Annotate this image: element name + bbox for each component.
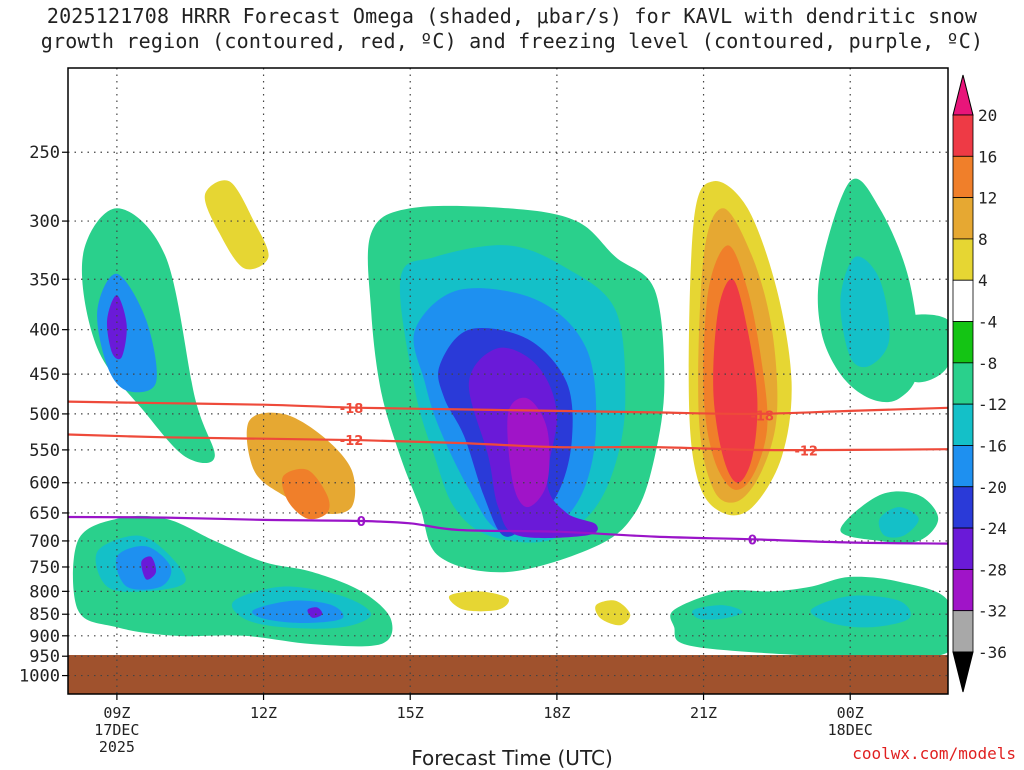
contour-line (68, 400, 948, 416)
colorbar-label: -8 (978, 354, 997, 373)
x-tick-label: 12Z (250, 704, 277, 722)
chart-title-line1: 2025121708 HRRR Forecast Omega (shaded, … (46, 4, 978, 28)
y-tick-label: 650 (29, 504, 60, 524)
omega-region (448, 591, 509, 612)
colorbar-label: 4 (978, 271, 988, 290)
plot-frame (67, 67, 949, 695)
colorbar-label: -16 (978, 436, 1007, 455)
x-tick-label: 15Z (397, 704, 424, 722)
colorbar-label: 8 (978, 230, 988, 249)
colorbar-swatch (952, 279, 974, 322)
colorbar-swatch (952, 321, 974, 364)
y-tick-label: 350 (29, 270, 60, 290)
colorbar-swatch (952, 403, 974, 446)
colorbar-label: -24 (978, 519, 1007, 538)
contour-label: -18 (340, 402, 364, 417)
colorbar-swatch (952, 445, 974, 488)
contour-line (68, 433, 948, 452)
y-tick-label: 1000 (19, 667, 60, 687)
omega-region (307, 607, 323, 618)
colorbar-swatch (952, 527, 974, 570)
y-tick-label: 950 (29, 647, 60, 667)
colorbar-label: -4 (978, 313, 997, 332)
contour-label: 0 (357, 515, 366, 530)
omega-region (810, 595, 911, 628)
contour-label: -18 (750, 409, 774, 424)
colorbar-under-arrow (952, 651, 974, 693)
omega-region (106, 295, 127, 360)
y-tick-label: 400 (29, 321, 60, 341)
x-tick-label: 09Z (103, 704, 130, 722)
y-tick-label: 700 (29, 532, 60, 552)
y-tick-label: 300 (29, 212, 60, 232)
x-tick-sublabel: 18DEC (828, 721, 873, 739)
colorbar-label: 20 (978, 106, 997, 125)
y-tick-label: 800 (29, 582, 60, 602)
x-tick-sublabel: 17DEC (94, 721, 139, 739)
colorbar-swatch (952, 568, 974, 612)
omega-region (840, 256, 890, 368)
x-axis-title: Forecast Time (UTC) (411, 746, 613, 770)
x-tick-label: 00Z (837, 704, 864, 722)
x-tick-label: 21Z (690, 704, 717, 722)
colorbar-label: 16 (978, 147, 997, 166)
colorbar: 20 16 12 8 4 -4 -8 -12 -16 -20 -24 -28 -32 -36 (952, 74, 1007, 693)
y-tick-label: 500 (29, 405, 60, 425)
omega-region (692, 605, 743, 620)
y-tick-label: 250 (29, 143, 60, 163)
contour-label: -12 (340, 434, 364, 449)
colorbar-label: -28 (978, 560, 1007, 579)
y-tick-label: 600 (29, 474, 60, 494)
contour-label: 0 (748, 533, 757, 548)
ground-layer (68, 655, 948, 694)
omega-region (878, 507, 919, 538)
y-tick-label: 450 (29, 365, 60, 385)
colorbar-label: -20 (978, 478, 1007, 497)
colorbar-label: -32 (978, 602, 1007, 621)
colorbar-swatch (952, 155, 974, 199)
contour-label: -12 (794, 445, 818, 460)
y-tick-label: 750 (29, 558, 60, 578)
omega-region (507, 397, 550, 508)
ground-fill (68, 655, 948, 694)
colorbar-label: 12 (978, 189, 997, 208)
omega-shading (68, 68, 948, 694)
colorbar-swatch (952, 114, 974, 157)
omega-region (252, 600, 344, 623)
contour-line (68, 515, 948, 545)
plot-border (67, 67, 949, 695)
y-tick-label: 900 (29, 627, 60, 647)
y-axis: 2503003504004505005506006507007508008509… (19, 143, 68, 687)
omega-region (418, 68, 668, 162)
x-tick-sublabel: 2025 (99, 738, 135, 756)
colorbar-label: -36 (978, 643, 1007, 662)
contour-lines: -18 -18 -12 -12 0 0 (68, 400, 948, 548)
y-tick-label: 550 (29, 441, 60, 461)
colorbar-over-arrow (952, 74, 974, 116)
omega-region (894, 314, 948, 383)
omega-region (595, 600, 631, 626)
colorbar-swatch (952, 238, 974, 281)
y-tick-label: 850 (29, 605, 60, 625)
x-tick-label: 18Z (543, 704, 570, 722)
credit-link[interactable]: coolwx.com/models (852, 744, 1016, 763)
omega-region (713, 278, 758, 483)
colorbar-swatch (952, 486, 974, 529)
colorbar-label: -12 (978, 395, 1007, 414)
colorbar-swatch (952, 610, 974, 653)
omega-region (281, 468, 330, 520)
chart-title-line2: growth region (contoured, red, ºC) and f… (40, 29, 984, 53)
chart-title: 2025121708 HRRR Forecast Omega (shaded, … (0, 4, 1024, 54)
colorbar-swatch (952, 362, 974, 405)
grid-lines (68, 68, 948, 694)
colorbar-swatch (952, 197, 974, 240)
omega-region (141, 556, 157, 580)
omega-region (204, 180, 269, 270)
